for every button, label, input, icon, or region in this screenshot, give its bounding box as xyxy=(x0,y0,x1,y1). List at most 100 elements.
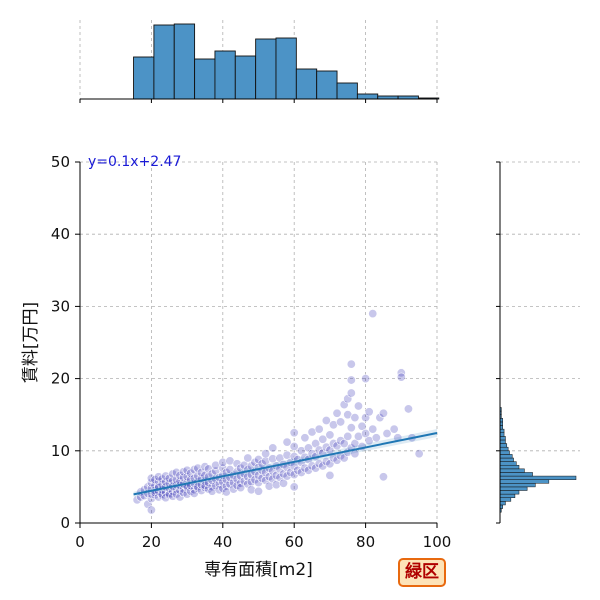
scatter-point xyxy=(403,404,413,414)
scatter-point xyxy=(382,428,392,438)
scatter-point xyxy=(364,436,374,446)
scatter-point xyxy=(357,421,367,431)
y-axis-label: 賃料[万円] xyxy=(21,302,41,383)
scatter-point xyxy=(278,478,288,488)
y-tick-label: 40 xyxy=(51,225,70,243)
y-tick-label: 20 xyxy=(51,370,70,388)
scatter-point xyxy=(350,439,360,449)
scatter-point xyxy=(368,424,378,434)
scatter-point xyxy=(346,359,356,369)
scatter-point xyxy=(336,417,346,427)
scatter-point xyxy=(211,460,221,470)
scatter-point xyxy=(132,495,142,505)
right-hist-bar xyxy=(499,479,550,484)
x-tick-label: 100 xyxy=(423,533,452,551)
scatter-point xyxy=(289,482,299,492)
x-tick-label: 60 xyxy=(285,533,304,551)
scatter-point xyxy=(225,479,235,489)
scatter-point xyxy=(332,441,342,451)
top-hist-bar xyxy=(356,93,379,100)
scatter-point xyxy=(221,487,231,497)
scatter-point xyxy=(164,490,174,500)
right-hist-bar xyxy=(499,464,520,470)
right-hist-bar xyxy=(499,501,506,506)
right-hist-bar xyxy=(499,490,520,495)
regression-line xyxy=(133,431,438,496)
top-hist-bar xyxy=(255,38,277,100)
scatter-point xyxy=(339,439,349,449)
scatter-point xyxy=(268,474,278,484)
top-hist-bar xyxy=(275,37,297,100)
right-hist-bar xyxy=(499,443,508,448)
right-hist-bar xyxy=(499,457,514,462)
scatter-point xyxy=(307,427,317,437)
scatter-point xyxy=(182,489,192,499)
y-tick-label: 0 xyxy=(60,514,70,532)
right-hist-bar xyxy=(499,461,517,466)
scatter-point xyxy=(368,309,378,319)
scatter-point xyxy=(346,423,356,433)
top-hist-bar xyxy=(295,68,318,100)
scatter-point xyxy=(146,473,156,483)
scatter-point xyxy=(389,424,399,434)
top-hist-bar xyxy=(234,55,257,100)
scatter-point xyxy=(325,470,335,480)
scatter-point xyxy=(254,486,264,496)
scatter-point xyxy=(343,431,353,441)
scatter-point xyxy=(321,442,331,452)
scatter-point xyxy=(339,400,349,410)
scatter-point xyxy=(204,464,214,474)
scatter-point xyxy=(289,452,299,462)
scatter-point xyxy=(361,428,371,438)
scatter-point xyxy=(171,467,181,477)
right-hist-bar xyxy=(499,454,513,459)
scatter-point xyxy=(353,401,363,411)
right-hist-bar xyxy=(499,472,533,477)
scatter-point xyxy=(361,413,371,423)
scatter-point xyxy=(346,375,356,385)
right-hist-bar xyxy=(499,483,536,488)
regression-equation: y=0.1x+2.47 xyxy=(88,154,181,170)
scatter-point xyxy=(250,457,260,467)
scatter-point xyxy=(246,485,256,495)
scatter-point xyxy=(371,433,381,443)
scatter-point xyxy=(254,470,264,480)
scatter-point xyxy=(146,505,156,515)
scatter-point xyxy=(189,485,199,495)
scatter-point xyxy=(328,420,338,430)
scatter-point xyxy=(196,467,206,477)
scatter-point xyxy=(314,445,324,455)
scatter-point xyxy=(271,480,281,490)
scatter-point xyxy=(325,430,335,440)
top-hist-bar xyxy=(336,82,358,100)
right-hist-bar xyxy=(499,436,506,441)
right-hist-bar xyxy=(499,475,577,480)
right-hist-bar xyxy=(499,468,525,473)
scatter-point xyxy=(179,467,189,477)
scatter-point xyxy=(157,489,167,499)
scatter-point xyxy=(289,428,299,438)
scatter-point xyxy=(289,441,299,451)
scatter-point xyxy=(261,475,271,485)
scatter-point xyxy=(218,457,228,467)
scatter-point xyxy=(343,410,353,420)
scatter-point xyxy=(325,459,335,469)
x-tick-label: 0 xyxy=(75,533,85,551)
scatter-point xyxy=(339,453,349,463)
scatter-point xyxy=(332,408,342,418)
district-badge: 緑区 xyxy=(398,558,446,587)
scatter-point xyxy=(268,454,278,464)
top-hist-bar xyxy=(194,58,216,100)
y-tick-label: 50 xyxy=(51,153,70,171)
x-tick-label: 80 xyxy=(356,533,375,551)
scatter-point xyxy=(361,374,371,384)
scatter-point xyxy=(168,469,178,479)
scatter-point xyxy=(343,394,353,404)
scatter-point xyxy=(193,471,203,481)
scatter-point xyxy=(261,449,271,459)
top-hist-bar xyxy=(316,70,338,100)
scatter-point xyxy=(261,456,271,466)
scatter-point xyxy=(229,484,239,494)
scatter-point xyxy=(353,431,363,441)
